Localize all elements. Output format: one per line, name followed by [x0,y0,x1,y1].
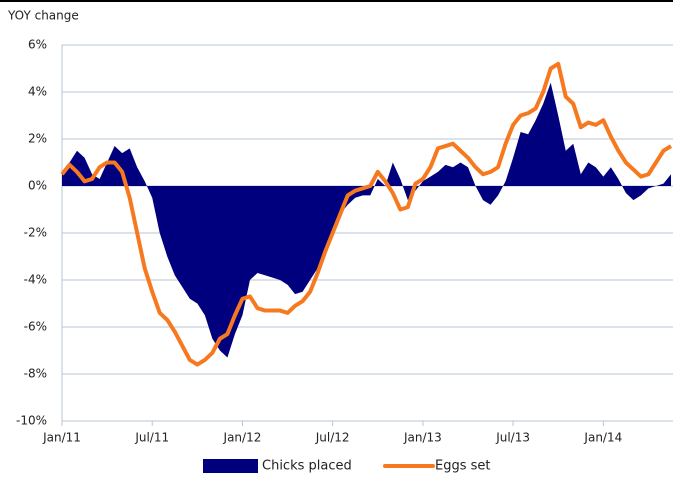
x-tick-label: Jul/12 [315,431,350,445]
x-tick-label: Jul/13 [495,431,530,445]
y-axis-title: YOY change [7,9,79,23]
area [62,82,671,358]
line [60,61,673,367]
y-tick-label: 0% [28,179,47,193]
x-tick-label: Jan/14 [583,431,622,445]
y-tick-label: -6% [24,320,47,334]
y-tick-label: 2% [28,132,47,146]
y-tick-label: -8% [24,367,47,381]
x-tick-label: Jan/12 [223,431,262,445]
y-tick-label: -2% [24,226,47,240]
y-tick-label: 4% [28,85,47,99]
legend-label: Chicks placed [262,459,352,474]
x-tick-label: Jul/11 [134,431,169,445]
y-tick-label: -4% [24,273,47,287]
legend-swatch [203,459,258,473]
legend-label: Eggs set [435,459,491,474]
x-tick-label: Jan/13 [403,431,442,445]
y-tick-label: 6% [28,38,47,52]
x-tick-label: Jan/11 [42,431,81,445]
y-tick-label: -10% [16,414,47,428]
